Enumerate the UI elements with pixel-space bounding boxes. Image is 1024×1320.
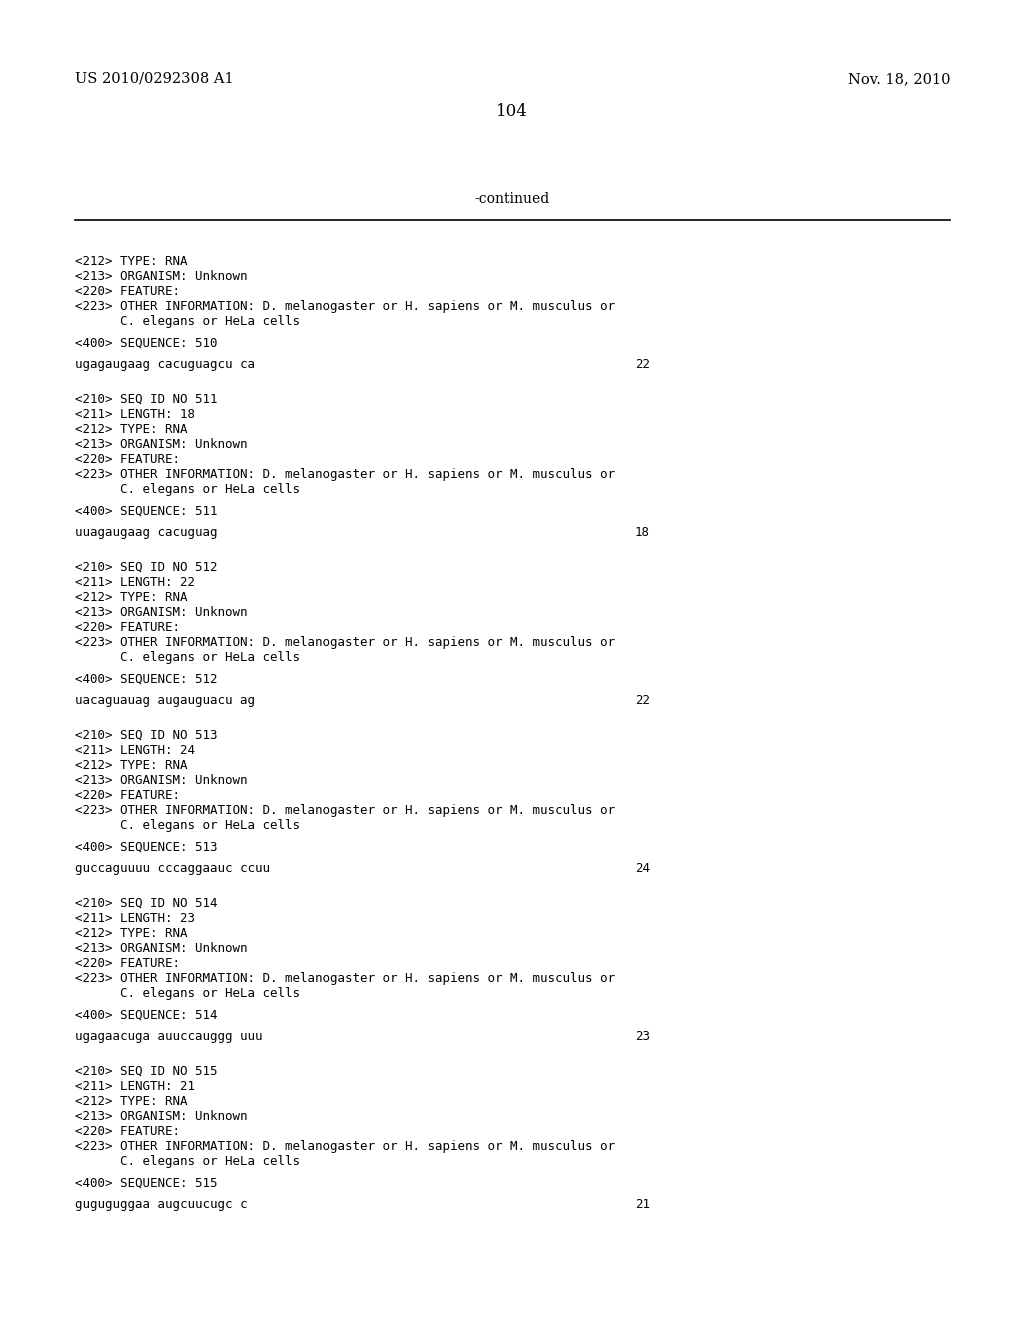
Text: <213> ORGANISM: Unknown: <213> ORGANISM: Unknown (75, 774, 248, 787)
Text: <400> SEQUENCE: 514: <400> SEQUENCE: 514 (75, 1008, 217, 1022)
Text: uacaguauag augauguacu ag: uacaguauag augauguacu ag (75, 694, 255, 708)
Text: C. elegans or HeLa cells: C. elegans or HeLa cells (75, 987, 300, 1001)
Text: 22: 22 (635, 358, 650, 371)
Text: <223> OTHER INFORMATION: D. melanogaster or H. sapiens or M. musculus or: <223> OTHER INFORMATION: D. melanogaster… (75, 804, 615, 817)
Text: ugagaacuga auuccauggg uuu: ugagaacuga auuccauggg uuu (75, 1030, 262, 1043)
Text: 22: 22 (635, 694, 650, 708)
Text: <400> SEQUENCE: 515: <400> SEQUENCE: 515 (75, 1177, 217, 1191)
Text: <212> TYPE: RNA: <212> TYPE: RNA (75, 591, 187, 605)
Text: <400> SEQUENCE: 512: <400> SEQUENCE: 512 (75, 673, 217, 686)
Text: C. elegans or HeLa cells: C. elegans or HeLa cells (75, 315, 300, 327)
Text: <223> OTHER INFORMATION: D. melanogaster or H. sapiens or M. musculus or: <223> OTHER INFORMATION: D. melanogaster… (75, 1140, 615, 1152)
Text: 104: 104 (496, 103, 528, 120)
Text: <212> TYPE: RNA: <212> TYPE: RNA (75, 422, 187, 436)
Text: <400> SEQUENCE: 511: <400> SEQUENCE: 511 (75, 506, 217, 517)
Text: <223> OTHER INFORMATION: D. melanogaster or H. sapiens or M. musculus or: <223> OTHER INFORMATION: D. melanogaster… (75, 300, 615, 313)
Text: C. elegans or HeLa cells: C. elegans or HeLa cells (75, 651, 300, 664)
Text: <223> OTHER INFORMATION: D. melanogaster or H. sapiens or M. musculus or: <223> OTHER INFORMATION: D. melanogaster… (75, 469, 615, 480)
Text: uuagaugaag cacuguag: uuagaugaag cacuguag (75, 525, 217, 539)
Text: <223> OTHER INFORMATION: D. melanogaster or H. sapiens or M. musculus or: <223> OTHER INFORMATION: D. melanogaster… (75, 636, 615, 649)
Text: <213> ORGANISM: Unknown: <213> ORGANISM: Unknown (75, 271, 248, 282)
Text: 24: 24 (635, 862, 650, 875)
Text: <212> TYPE: RNA: <212> TYPE: RNA (75, 759, 187, 772)
Text: <212> TYPE: RNA: <212> TYPE: RNA (75, 927, 187, 940)
Text: C. elegans or HeLa cells: C. elegans or HeLa cells (75, 818, 300, 832)
Text: <211> LENGTH: 21: <211> LENGTH: 21 (75, 1080, 195, 1093)
Text: 23: 23 (635, 1030, 650, 1043)
Text: guguguggaa augcuucugc c: guguguggaa augcuucugc c (75, 1199, 248, 1210)
Text: <220> FEATURE:: <220> FEATURE: (75, 1125, 180, 1138)
Text: ugagaugaag cacuguagcu ca: ugagaugaag cacuguagcu ca (75, 358, 255, 371)
Text: <211> LENGTH: 22: <211> LENGTH: 22 (75, 576, 195, 589)
Text: -continued: -continued (474, 191, 550, 206)
Text: US 2010/0292308 A1: US 2010/0292308 A1 (75, 73, 233, 86)
Text: <210> SEQ ID NO 513: <210> SEQ ID NO 513 (75, 729, 217, 742)
Text: <212> TYPE: RNA: <212> TYPE: RNA (75, 255, 187, 268)
Text: <213> ORGANISM: Unknown: <213> ORGANISM: Unknown (75, 438, 248, 451)
Text: Nov. 18, 2010: Nov. 18, 2010 (848, 73, 950, 86)
Text: <223> OTHER INFORMATION: D. melanogaster or H. sapiens or M. musculus or: <223> OTHER INFORMATION: D. melanogaster… (75, 972, 615, 985)
Text: <212> TYPE: RNA: <212> TYPE: RNA (75, 1096, 187, 1107)
Text: <213> ORGANISM: Unknown: <213> ORGANISM: Unknown (75, 606, 248, 619)
Text: <211> LENGTH: 24: <211> LENGTH: 24 (75, 744, 195, 756)
Text: <210> SEQ ID NO 511: <210> SEQ ID NO 511 (75, 393, 217, 407)
Text: <400> SEQUENCE: 510: <400> SEQUENCE: 510 (75, 337, 217, 350)
Text: <213> ORGANISM: Unknown: <213> ORGANISM: Unknown (75, 1110, 248, 1123)
Text: <220> FEATURE:: <220> FEATURE: (75, 285, 180, 298)
Text: guccaguuuu cccaggaauc ccuu: guccaguuuu cccaggaauc ccuu (75, 862, 270, 875)
Text: <400> SEQUENCE: 513: <400> SEQUENCE: 513 (75, 841, 217, 854)
Text: C. elegans or HeLa cells: C. elegans or HeLa cells (75, 1155, 300, 1168)
Text: <220> FEATURE:: <220> FEATURE: (75, 957, 180, 970)
Text: <220> FEATURE:: <220> FEATURE: (75, 789, 180, 803)
Text: 18: 18 (635, 525, 650, 539)
Text: <220> FEATURE:: <220> FEATURE: (75, 453, 180, 466)
Text: <210> SEQ ID NO 514: <210> SEQ ID NO 514 (75, 898, 217, 909)
Text: <211> LENGTH: 18: <211> LENGTH: 18 (75, 408, 195, 421)
Text: <213> ORGANISM: Unknown: <213> ORGANISM: Unknown (75, 942, 248, 954)
Text: <210> SEQ ID NO 512: <210> SEQ ID NO 512 (75, 561, 217, 574)
Text: <220> FEATURE:: <220> FEATURE: (75, 620, 180, 634)
Text: <211> LENGTH: 23: <211> LENGTH: 23 (75, 912, 195, 925)
Text: <210> SEQ ID NO 515: <210> SEQ ID NO 515 (75, 1065, 217, 1078)
Text: 21: 21 (635, 1199, 650, 1210)
Text: C. elegans or HeLa cells: C. elegans or HeLa cells (75, 483, 300, 496)
